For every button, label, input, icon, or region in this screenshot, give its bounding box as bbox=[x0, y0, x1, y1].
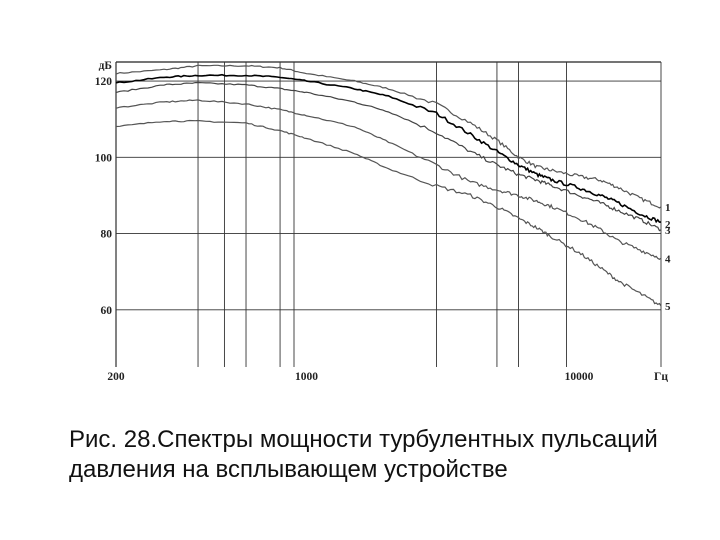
series-line-5 bbox=[115, 119, 662, 307]
y-tick-label: 80 bbox=[101, 229, 113, 241]
series-line-3 bbox=[115, 81, 662, 232]
curve-label-3: 3 bbox=[665, 225, 671, 237]
curve-label-2: 2 bbox=[665, 219, 671, 231]
series-line-1 bbox=[115, 64, 662, 209]
curve-label-5: 5 bbox=[665, 301, 671, 313]
y-tick-label: 60 bbox=[101, 305, 113, 317]
grid-layer bbox=[115, 61, 662, 367]
y-unit-label: дБ bbox=[99, 60, 113, 72]
x-tick-label: 200 bbox=[107, 371, 125, 383]
x-tick-label: 10000 bbox=[565, 371, 594, 383]
series-line-2 bbox=[115, 73, 661, 224]
y-tick-label: 120 bbox=[95, 76, 113, 88]
curve-label-4: 4 bbox=[665, 253, 671, 265]
x-tick-label: 1000 bbox=[295, 371, 318, 383]
curve-label-1: 1 bbox=[665, 202, 671, 214]
x-unit-label: Гц bbox=[654, 371, 668, 383]
figure-caption: Рис. 28.Спектры мощности турбулентных пу… bbox=[69, 426, 658, 483]
series-line-4 bbox=[115, 99, 662, 260]
y-tick-label: 100 bbox=[95, 152, 113, 164]
series-layer bbox=[115, 64, 662, 307]
